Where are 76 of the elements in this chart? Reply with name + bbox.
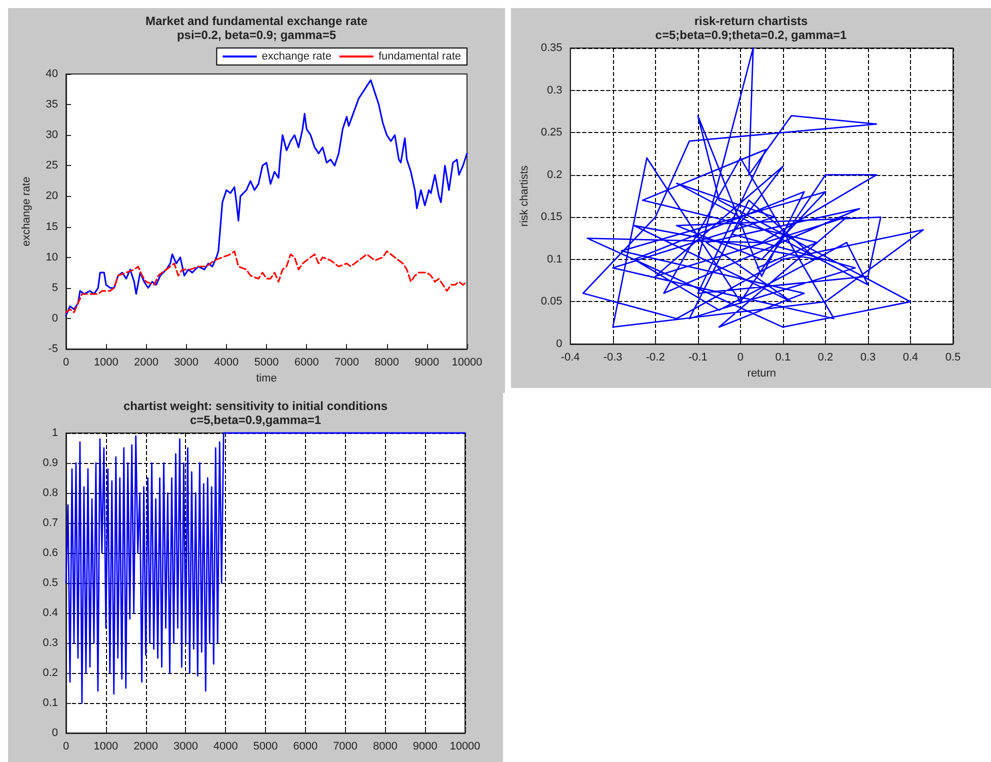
x-tick-label: -0.2 (646, 352, 665, 364)
x-tick-label: 3000 (173, 740, 198, 752)
x-tick-label: 0.1 (775, 352, 791, 364)
x-tick-label: 4000 (214, 356, 239, 368)
y-tick-label: 0.7 (42, 517, 58, 529)
x-tick-label: 7000 (334, 356, 359, 368)
y-tick-label: 0 (556, 338, 562, 350)
x-tick-label: -0.1 (688, 352, 708, 364)
y-tick-label: 30 (46, 129, 58, 142)
y-axis-title: exchange rate (20, 176, 32, 246)
x-tick-label: 4000 (213, 740, 238, 752)
y-tick-label: 25 (46, 160, 58, 172)
x-tick-label: 2000 (134, 356, 158, 368)
line-series (582, 47, 924, 328)
x-tick-label: 7000 (333, 740, 358, 752)
x-tick-label: 6000 (294, 356, 319, 368)
y-tick-label: 40 (46, 68, 58, 80)
x-tick-label: 5000 (254, 356, 279, 368)
x-tick-label: 0 (737, 352, 744, 364)
x-tick-label: 2000 (134, 740, 158, 752)
x-tick-label: 8000 (372, 740, 398, 752)
line-series (65, 250, 468, 314)
legend-label: fundamental rate (378, 50, 462, 62)
x-tick-label: 6000 (293, 740, 318, 752)
y-tick-label: 20 (46, 190, 58, 202)
x-tick-label: 0.4 (902, 352, 918, 364)
x-tick-label: -0.3 (603, 352, 622, 364)
y-tick-label: 0.25 (540, 126, 562, 139)
x-axis-title: time (256, 372, 277, 384)
chart-title: Market and fundamental exchange rate (145, 14, 368, 28)
y-tick-label: -5 (48, 343, 58, 355)
y-tick-label: 35 (46, 98, 58, 111)
x-tick-label: 0 (62, 356, 70, 368)
y-tick-label: 0.3 (547, 84, 562, 96)
x-tick-label: 0.3 (860, 352, 876, 364)
x-tick-label: 9000 (414, 356, 440, 368)
x-tick-label: 1000 (94, 740, 118, 752)
y-tick-label: 0.2 (547, 168, 562, 181)
y-tick-label: 0.1 (547, 253, 562, 266)
x-tick-label: 1000 (94, 356, 118, 368)
y-tick-label: 0.15 (540, 211, 562, 224)
x-tick-label: 0.5 (945, 352, 961, 364)
line-series (65, 79, 468, 316)
y-tick-label: 1 (52, 427, 58, 439)
y-tick-label: 5 (52, 282, 58, 294)
y-tick-label: 0.2 (42, 667, 58, 679)
x-tick-label: 0 (62, 740, 70, 752)
y-tick-label: 0.35 (540, 42, 562, 54)
y-tick-label: 0.5 (42, 577, 58, 589)
y-tick-label: 0.9 (42, 457, 58, 469)
y-tick-label: 0.8 (42, 487, 58, 499)
x-tick-label: 0.2 (818, 352, 834, 364)
y-tick-label: 0 (52, 312, 58, 324)
y-tick-label: 0.4 (42, 607, 58, 619)
y-tick-label: 0.3 (42, 637, 58, 649)
x-tick-label: 3000 (174, 356, 199, 368)
x-tick-label: 10000 (452, 356, 482, 368)
x-tick-label: -0.4 (560, 352, 580, 364)
x-tick-label: 5000 (253, 740, 278, 752)
chart-subtitle: c=5;beta=0.9;theta=0.2, gamma=1 (655, 28, 848, 42)
y-tick-label: 0.6 (42, 547, 58, 559)
y-tick-label: 0.05 (540, 296, 562, 308)
chart-subtitle: psi=0.2, beta=0.9; gamma=5 (176, 28, 336, 42)
x-tick-label: 8000 (374, 356, 400, 368)
chart-title: risk-return chartists (694, 14, 808, 28)
y-tick-label: 10 (46, 251, 58, 264)
x-tick-label: 9000 (412, 740, 438, 752)
chart-title: chartist weight: sensitivity to initial conditions (123, 399, 388, 413)
y-tick-label: 15 (46, 220, 58, 233)
legend-label: exchange rate (262, 50, 332, 62)
chart-subtitle: c=5,beta=0.9,gamma=1 (190, 413, 322, 427)
y-tick-label: 0.1 (42, 697, 58, 709)
x-axis-title: return (747, 367, 776, 380)
x-tick-label: 10000 (450, 740, 480, 752)
y-axis-title: risk chartists (518, 164, 530, 227)
y-tick-label: 0 (52, 727, 58, 739)
